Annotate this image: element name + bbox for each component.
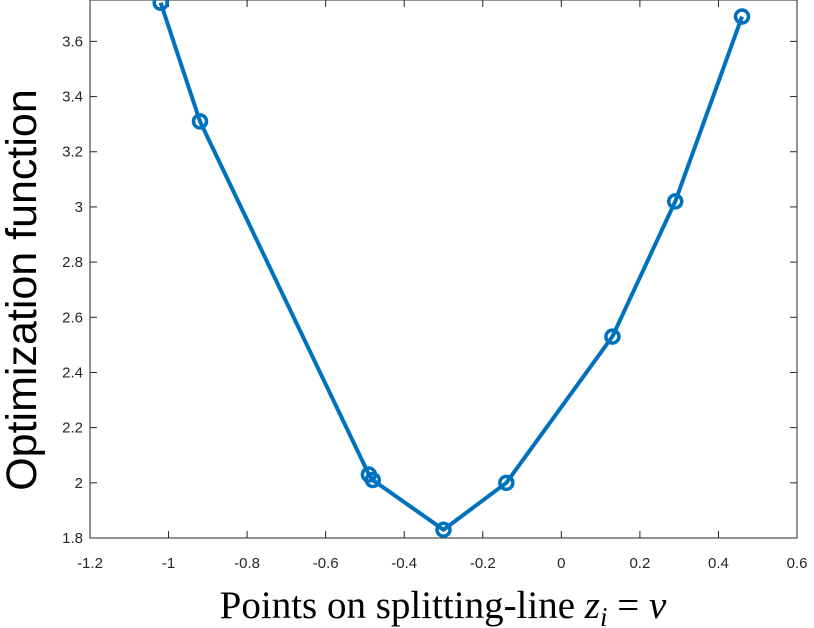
data-point-marker	[604, 328, 621, 345]
y-axis: 1.8 2 2.2 2.4 2.6 2.8 3 3.2 3.4 3.6	[62, 33, 797, 547]
data-point-marker	[435, 521, 452, 538]
data-point-marker	[498, 474, 515, 492]
series-line	[158, 2, 744, 532]
y-tick-label: 2.8	[62, 254, 83, 271]
series-group	[152, 0, 751, 538]
data-point-marker	[733, 8, 751, 25]
x-tick-label: -0.2	[470, 555, 496, 572]
y-tick-label: 3.6	[62, 33, 83, 50]
x-axis-label-var: z	[584, 584, 600, 627]
x-tick-label: -1	[162, 555, 175, 572]
x-tick-label: 0	[557, 555, 565, 572]
x-tick-label: 0.6	[787, 555, 808, 572]
y-tick-label: 1.8	[62, 530, 83, 547]
x-tick-label: 0.2	[629, 555, 650, 572]
data-point-marker	[152, 0, 169, 12]
y-tick-label: 2.2	[62, 420, 83, 437]
y-tick-label: 2.6	[62, 309, 83, 326]
x-axis-label-sub: i	[600, 602, 608, 628]
x-tick-label: -1.2	[77, 555, 103, 572]
x-tick-label: -0.6	[313, 555, 339, 572]
x-tick-label: -0.8	[234, 555, 260, 572]
x-tick-label: 0.4	[708, 555, 729, 572]
y-tick-label: 2.4	[62, 364, 83, 381]
x-axis-label: Points on splitting-line zi = v	[220, 584, 667, 628]
data-point-marker	[666, 193, 684, 210]
y-tick-label: 2	[75, 475, 83, 492]
y-tick-label: 3.4	[62, 89, 83, 106]
x-axis: -1.2 -1 -0.8 -0.6 -0.4 -0.2 0 0.2 0.4 0.6	[77, 0, 807, 572]
x-axis-label-text: Points on splitting-line	[220, 584, 585, 627]
y-tick-label: 3.2	[62, 144, 83, 161]
plot-area	[89, 0, 798, 539]
x-axis-label-eq: =	[608, 584, 650, 627]
y-tick-label: 3	[75, 199, 83, 216]
y-axis-label: Optimization function	[0, 89, 46, 491]
data-point-marker	[191, 113, 209, 130]
x-axis-label-rhs: v	[649, 584, 667, 627]
x-tick-label: -0.4	[391, 555, 417, 572]
data-point-marker	[364, 471, 382, 489]
